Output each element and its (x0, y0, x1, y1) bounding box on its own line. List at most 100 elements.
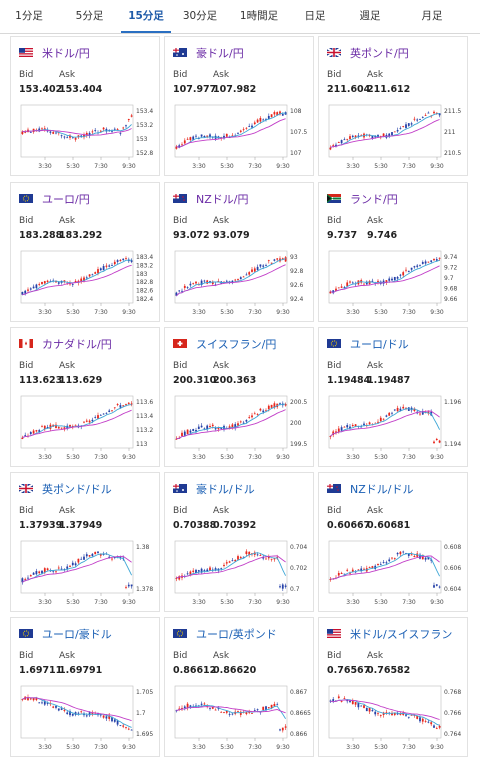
candle-body (351, 424, 354, 427)
rate-card[interactable]: 米ドル/スイスフラン Bid Ask 0.76567 0.76582 0.768 0.766… (318, 617, 468, 757)
y-tick-label: 9.74 (444, 254, 458, 261)
candle-body (419, 119, 421, 120)
candle-body (279, 111, 281, 115)
candle-body (262, 706, 265, 710)
tab-4[interactable]: 30分足 (182, 10, 218, 22)
tab-1[interactable]: 1分足 (15, 10, 43, 22)
x-tick-label: 7:30 (94, 454, 108, 461)
candle-body (41, 281, 43, 285)
bid-label: Bid (19, 70, 34, 80)
candle-body (424, 557, 427, 560)
candle-body (88, 420, 91, 423)
pair-name-link[interactable]: 米ドル/スイスフラン (350, 628, 453, 641)
y-tick-label: 0.8665 (290, 710, 311, 717)
price-chart: 93 92.8 92.6 92.4 3:30 5:30 7:30 9:30 (174, 250, 304, 316)
tab-8[interactable]: 月足 (421, 10, 443, 22)
candle-body (91, 274, 94, 276)
pair-name-link[interactable]: ユーロ/ドル (350, 338, 409, 351)
candle-body (424, 115, 427, 116)
pair-name-link[interactable]: NZドル/ドル (350, 483, 414, 496)
moving-average-slow (176, 264, 286, 297)
pair-name-link[interactable]: ユーロ/豪ドル (42, 628, 112, 641)
rate-card[interactable]: NZドル/円 Bid Ask 93.072 93.079 93 92.8 92.6 92.4 3:… (164, 182, 314, 322)
y-tick-label: 92.8 (290, 268, 304, 275)
rate-card[interactable]: NZドル/ドル Bid Ask 0.60667 0.60681 0.608 0.606 0.6… (318, 472, 468, 612)
candle-body (368, 708, 371, 712)
price-chart: 108 107.5 107 3:30 5:30 7:30 9:30 (174, 104, 307, 170)
candle-body (108, 265, 111, 267)
pair-name-link[interactable]: NZドル/円 (196, 193, 249, 206)
candle-body (127, 728, 130, 730)
candle-body (175, 438, 178, 440)
candle-body (360, 705, 363, 707)
x-tick-label: 3:30 (346, 454, 360, 461)
rate-card[interactable]: 米ドル/円 Bid Ask 153.402 153.404 153.4 153.2 153 15… (10, 36, 160, 176)
candle-body (21, 699, 24, 701)
candle-body (284, 112, 287, 115)
y-tick-label: 93 (290, 254, 298, 261)
candle-body (438, 257, 441, 259)
candle-body (329, 436, 332, 437)
candle-body (251, 269, 253, 272)
candle-body (175, 578, 178, 579)
rate-card[interactable]: ランド/円 Bid Ask 9.737 9.746 9.74 9.72 9.7 9.68 9.66… (318, 182, 468, 322)
candle-body (60, 708, 63, 710)
candle-body (245, 127, 248, 129)
bid-value: 0.70388 (173, 520, 217, 531)
rate-card[interactable]: ユーロ/英ポンド Bid Ask 0.86612 0.86620 0.867 0.8665 0… (164, 617, 314, 757)
y-tick-label: 0.604 (444, 586, 461, 593)
candle-body (189, 283, 192, 286)
pair-name-link[interactable]: スイスフラン/円 (196, 338, 277, 351)
candle-body (416, 265, 419, 267)
candle-body (192, 136, 195, 140)
candle-body (228, 561, 231, 563)
candle-body (340, 286, 343, 288)
candle-body (259, 555, 262, 556)
candle-body (181, 432, 183, 437)
pair-name-link[interactable]: 豪ドル/円 (196, 47, 244, 60)
candle-body (360, 426, 363, 428)
tab-3[interactable]: 15分足 (121, 0, 171, 33)
tab-2[interactable]: 5分足 (75, 10, 104, 22)
pair-name-link[interactable]: 英ポンド/円 (350, 47, 409, 60)
candle-body (270, 558, 273, 560)
candle-body (419, 265, 421, 267)
pair-name-link[interactable]: 豪ドル/ドル (196, 483, 255, 496)
rate-card[interactable]: スイスフラン/円 Bid Ask 200.310 200.363 200.5 200 199.… (164, 327, 314, 467)
y-tick-label: 153.4 (136, 108, 153, 115)
candle-body (374, 711, 377, 715)
pair-name-link[interactable]: ユーロ/英ポンド (196, 628, 277, 641)
candle-body (175, 146, 178, 149)
rate-card[interactable]: ユーロ/ドル Bid Ask 1.19484 1.19487 1.196 1.194 3:30… (318, 327, 468, 467)
rate-card[interactable]: ユーロ/円 Bid Ask 183.288 183.292 183.4 183.2 183 18… (10, 182, 160, 322)
candle-body (99, 130, 102, 132)
candle-body (211, 281, 214, 285)
candle-body (337, 428, 340, 432)
rate-card[interactable]: 豪ドル/ドル Bid Ask 0.70388 0.70392 0.704 0.702 0.7 3… (164, 472, 314, 612)
pair-name-link[interactable]: カナダドル/円 (42, 338, 112, 351)
tab-5[interactable]: 1時間足 (239, 10, 279, 22)
flag-icon (173, 629, 187, 638)
pair-name-link[interactable]: ランド/円 (350, 193, 398, 206)
rate-card[interactable]: カナダドル/円 Bid Ask 113.623 113.629 113.6 113.4 113… (10, 327, 160, 467)
tab-7[interactable]: 週足 (359, 10, 381, 22)
pair-name-link[interactable]: 英ポンド/ドル (42, 483, 112, 496)
pair-name-link[interactable]: 米ドル/円 (42, 47, 90, 60)
tab-6[interactable]: 日足 (304, 10, 326, 22)
rate-card[interactable]: 英ポンド/ドル Bid Ask 1.37939 1.37949 1.38 1.378 3:30… (10, 472, 160, 612)
candle-body (407, 716, 410, 718)
rate-card[interactable]: ユーロ/豪ドル Bid Ask 1.69711 1.69791 1.705 1.7 1.695… (10, 617, 160, 757)
rate-card[interactable]: 英ポンド/円 Bid Ask 211.604 211.612 211.5 211 210.5 3… (318, 36, 468, 176)
rate-card[interactable]: 豪ドル/円 Bid Ask 107.977 107.982 108 107.5 107 3:30… (164, 36, 314, 176)
candle-body (391, 278, 393, 281)
candle-body (85, 420, 88, 422)
candle-body (38, 571, 41, 574)
flag-icon (327, 629, 341, 638)
x-tick-label: 5:30 (220, 309, 234, 316)
flag-icon (19, 48, 33, 57)
pair-name-link[interactable]: ユーロ/円 (42, 193, 90, 206)
candle-body (55, 132, 57, 134)
candle-body (223, 425, 225, 430)
bid-label: Bid (19, 651, 34, 661)
